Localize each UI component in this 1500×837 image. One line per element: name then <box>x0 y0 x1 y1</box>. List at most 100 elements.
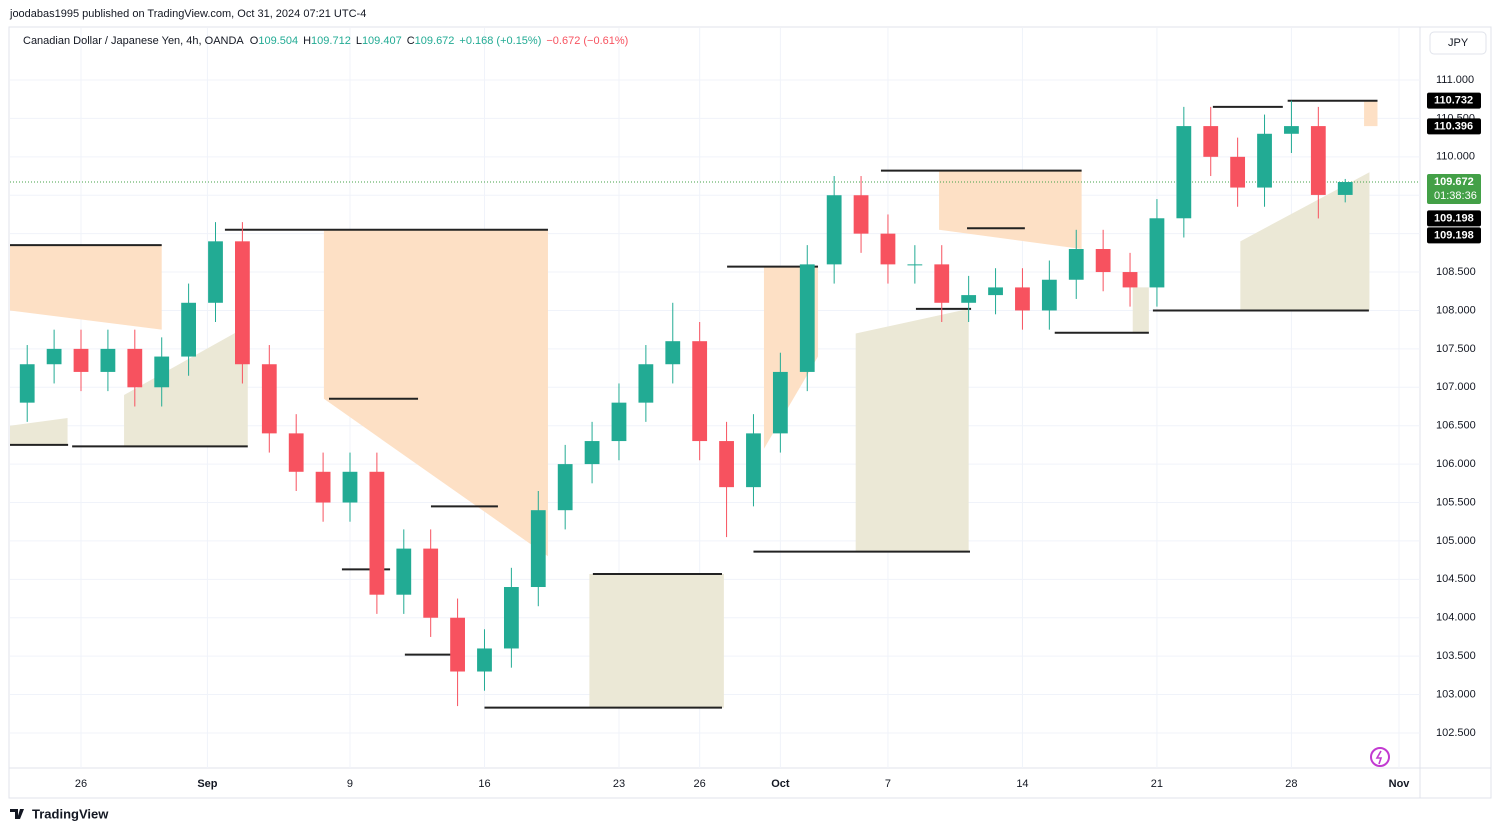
candle-body <box>1095 249 1111 273</box>
candle-body <box>100 348 116 372</box>
y-tick-label: 102.500 <box>1436 727 1476 739</box>
y-tick-label: 107.000 <box>1436 381 1476 393</box>
y-tick-label: 105.000 <box>1436 535 1476 547</box>
price-label: 110.396 <box>1434 120 1473 132</box>
candle-body <box>477 648 492 672</box>
zone <box>10 245 162 330</box>
x-tick-label: Nov <box>1389 778 1411 790</box>
candle-body <box>1015 287 1030 311</box>
price-label: 109.672 <box>1434 176 1474 188</box>
y-tick-label: 105.500 <box>1436 496 1476 508</box>
candle-body <box>1230 156 1246 188</box>
y-tick-label: 106.500 <box>1436 420 1476 432</box>
brand: TradingView <box>32 806 109 821</box>
legend-header: Canadian Dollar / Japanese Yen, 4h, OAND… <box>23 35 628 47</box>
candle-body <box>853 195 869 234</box>
x-tick-label: 23 <box>613 778 625 790</box>
candle-body <box>315 471 331 503</box>
chart-frame <box>8 26 1492 799</box>
candle-body <box>907 264 923 266</box>
candle-body <box>1257 133 1272 188</box>
zone <box>939 170 1082 250</box>
y-tick-label: 111.000 <box>1436 74 1474 86</box>
y-tick-label: 107.500 <box>1436 343 1476 355</box>
zone <box>1364 100 1378 127</box>
candle-body <box>961 295 977 303</box>
x-tick-label: 7 <box>885 778 891 790</box>
candle-body <box>1284 126 1299 134</box>
candle-body <box>1122 272 1138 288</box>
candle-body <box>934 264 950 303</box>
zone <box>855 308 969 552</box>
y-tick-label: 104.000 <box>1436 612 1476 624</box>
price-label: 109.198 <box>1434 229 1474 241</box>
currency-button[interactable] <box>1429 31 1487 55</box>
price-label-box <box>1427 227 1481 244</box>
candle-body <box>503 587 519 649</box>
y-tick-label: 108.500 <box>1436 266 1476 278</box>
candle-body <box>638 364 654 403</box>
ohlc-key: L <box>356 35 362 47</box>
brand-logo <box>10 809 24 819</box>
candle-body <box>261 364 277 434</box>
y-tick-label: 104.500 <box>1436 573 1476 585</box>
alert-icon[interactable] <box>1370 747 1390 767</box>
candle-body <box>1068 249 1084 280</box>
candle-body <box>19 364 35 403</box>
candle-body <box>557 464 573 511</box>
candle-body <box>988 287 1003 296</box>
currency[interactable]: JPY <box>1448 37 1469 49</box>
candle-body <box>181 302 197 357</box>
candle-body <box>746 433 761 488</box>
y-tick-label: 106.000 <box>1436 458 1476 470</box>
candle-body <box>530 510 546 588</box>
y-tick-label: 103.000 <box>1436 688 1476 700</box>
candle-body <box>208 241 223 303</box>
x-tick-label: Sep <box>197 778 217 790</box>
ohlc-value: 109.672 <box>415 35 455 47</box>
candle-body <box>772 371 788 434</box>
candle-body <box>423 548 439 618</box>
change-up: +0.168 (+0.15%) <box>459 35 541 47</box>
y-tick-label: 103.500 <box>1436 650 1476 662</box>
x-tick-label: 28 <box>1285 778 1297 790</box>
zone <box>10 418 68 445</box>
candle-body <box>235 241 250 365</box>
candle-body <box>450 617 465 672</box>
candle-body <box>73 348 89 372</box>
price-label-box <box>1427 210 1481 227</box>
candle-body <box>342 471 358 503</box>
y-tick-label: 108.000 <box>1436 304 1476 316</box>
x-tick-label: 26 <box>694 778 706 790</box>
candle-body <box>584 441 600 465</box>
axis-labels: 102.500 103.000 103.500 104.000 104.500 105.0… <box>75 74 1481 790</box>
candle-body <box>880 233 896 265</box>
candle-body <box>46 348 62 365</box>
zone <box>1132 287 1149 333</box>
candle-body <box>288 433 304 472</box>
change-down: −0.672 (−0.61%) <box>546 35 628 47</box>
published-note: joodabas1995 published on TradingView.co… <box>9 8 366 20</box>
x-tick-label: 14 <box>1016 778 1028 790</box>
candle-body <box>1310 126 1326 195</box>
plot <box>10 99 1420 709</box>
candle-body <box>1149 218 1165 288</box>
symbol: Canadian Dollar / Japanese Yen, 4h, OAND… <box>23 35 244 47</box>
ohlc-key: C <box>407 35 415 47</box>
x-tick-label: 9 <box>347 778 353 790</box>
candle-body <box>396 548 412 595</box>
candle-body <box>154 356 170 388</box>
zone <box>323 229 548 557</box>
x-tick-label: 16 <box>478 778 490 790</box>
candle-body <box>1203 126 1219 157</box>
ohlc-key: O <box>250 35 259 47</box>
zone <box>589 573 724 708</box>
alert-bolt <box>1375 750 1383 765</box>
candle-body <box>1176 126 1192 219</box>
candle-body <box>799 264 815 372</box>
price-label-box <box>1427 118 1481 135</box>
zone <box>1240 172 1370 311</box>
countdown: 01:38:36 <box>1434 190 1477 202</box>
ohlc-key: H <box>303 35 311 47</box>
